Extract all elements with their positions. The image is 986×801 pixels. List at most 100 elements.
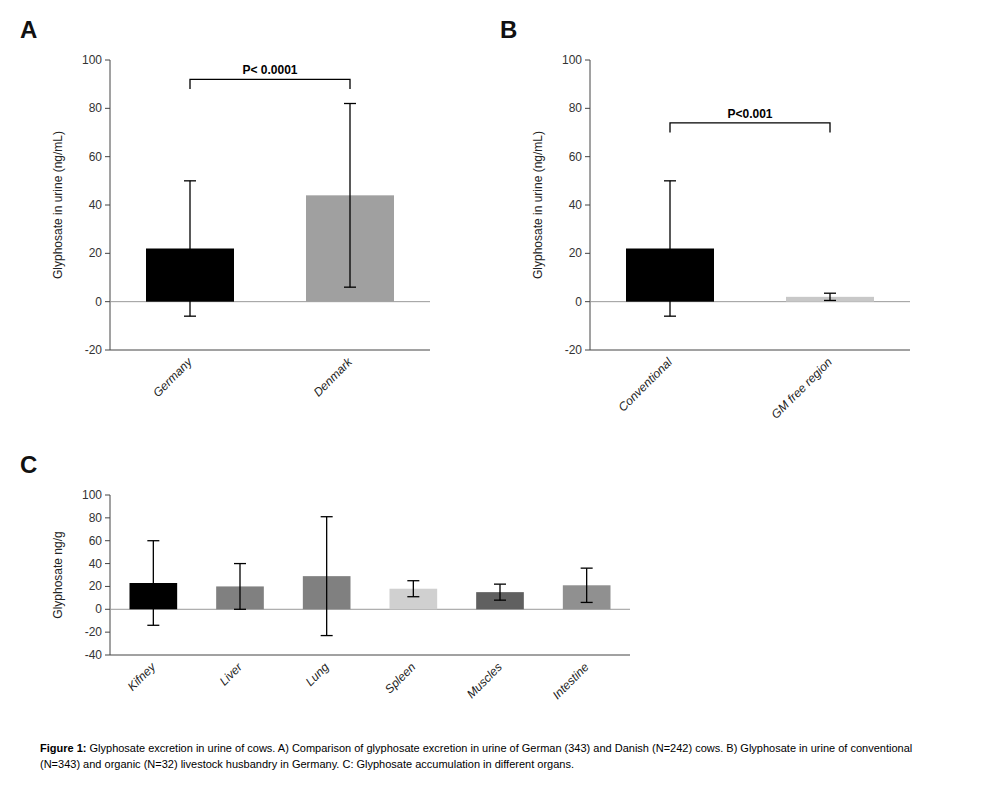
y-tick-label: 20: [89, 246, 103, 260]
caption-line: Figure 1: Glyphosate excretion in urine …: [40, 742, 912, 754]
x-tick-label: Muscles: [464, 660, 505, 701]
y-tick-label: 80: [89, 511, 103, 525]
panel-label: A: [20, 16, 37, 43]
y-tick: [585, 350, 590, 351]
error-cap: [344, 287, 356, 288]
error-cap: [581, 567, 593, 568]
error-cap: [824, 300, 836, 301]
x-tick-label: GM free region: [768, 355, 835, 422]
p-value: P<0.001: [727, 107, 772, 121]
error-stem: [499, 584, 500, 600]
y-tick: [585, 156, 590, 157]
error-stem: [669, 181, 670, 316]
error-stem: [189, 181, 190, 316]
y-tick-label: 40: [569, 198, 583, 212]
significance-bracket: [670, 123, 830, 133]
error-cap: [344, 103, 356, 104]
y-tick-label: -20: [565, 343, 583, 357]
y-tick: [105, 632, 110, 633]
caption-text: (N=343) and organic (N=32) livestock hus…: [40, 758, 574, 770]
panel-label: B: [500, 16, 517, 43]
x-axis-line: [110, 350, 430, 351]
y-tick: [105, 253, 110, 254]
x-tick-label: Denmark: [311, 354, 356, 399]
error-cap: [321, 516, 333, 517]
panel: C-40-20020406080100Glyphosate ng/gKifney…: [20, 451, 630, 702]
y-axis-label: Glyphosate in urine (ng/mL): [531, 131, 545, 279]
y-tick-label: 80: [89, 101, 103, 115]
error-cap: [494, 599, 506, 600]
error-stem: [829, 293, 830, 300]
marks: [110, 104, 430, 317]
y-tick: [105, 205, 110, 206]
error-bar: [824, 293, 836, 300]
p-value: P< 0.0001: [242, 63, 297, 77]
y-tick-label: 40: [89, 557, 103, 571]
error-stem: [326, 517, 327, 636]
error-bar: [184, 181, 196, 316]
error-cap: [407, 580, 419, 581]
y-tick-label: 40: [89, 198, 103, 212]
error-stem: [239, 564, 240, 610]
y-tick: [105, 350, 110, 351]
caption-line: (N=343) and organic (N=32) livestock hus…: [40, 758, 574, 770]
marks: [110, 517, 630, 636]
y-tick-label: 60: [89, 150, 103, 164]
x-tick-label: Spleen: [382, 660, 419, 697]
error-bar: [581, 568, 593, 602]
panel: B-20020406080100Glyphosate in urine (ng/…: [500, 16, 910, 422]
y-tick: [105, 156, 110, 157]
error-stem: [153, 541, 154, 626]
y-tick: [105, 540, 110, 541]
y-tick: [105, 586, 110, 587]
y-tick: [105, 609, 110, 610]
y-tick: [585, 108, 590, 109]
panel-label: C: [20, 451, 37, 478]
error-bar: [147, 541, 159, 626]
background: [0, 0, 986, 801]
error-cap: [184, 316, 196, 317]
error-cap: [581, 602, 593, 603]
error-cap: [321, 635, 333, 636]
error-cap: [147, 625, 159, 626]
error-bar: [664, 181, 676, 316]
x-tick-label: Liver: [217, 659, 246, 688]
x-tick-label: Conventional: [616, 355, 676, 415]
y-tick: [105, 60, 110, 61]
y-tick-label: 80: [569, 101, 583, 115]
y-tick: [105, 301, 110, 302]
error-bar: [494, 584, 506, 600]
error-cap: [184, 180, 196, 181]
caption-label: Figure 1:: [40, 742, 90, 754]
error-cap: [664, 180, 676, 181]
y-tick-label: 0: [95, 602, 102, 616]
y-tick: [105, 655, 110, 656]
error-cap: [234, 563, 246, 564]
significance-bracket: [190, 79, 350, 89]
y-tick-label: 20: [569, 246, 583, 260]
error-cap: [824, 293, 836, 294]
y-tick-label: 100: [82, 488, 102, 502]
error-stem: [586, 568, 587, 602]
error-bar: [344, 104, 356, 288]
y-tick-label: 60: [569, 150, 583, 164]
x-tick-label: Germany: [150, 354, 196, 400]
error-cap: [407, 596, 419, 597]
y-tick: [105, 517, 110, 518]
x-tick-label: Kifney: [125, 659, 159, 693]
x-axis-line: [590, 350, 910, 351]
y-tick: [585, 205, 590, 206]
caption-text: Glyphosate excretion in urine of cows. A…: [90, 742, 913, 754]
y-tick: [105, 495, 110, 496]
y-tick: [105, 108, 110, 109]
y-tick: [105, 563, 110, 564]
y-tick-label: 100: [562, 53, 582, 67]
y-tick-label: -40: [85, 648, 103, 662]
y-axis-label: Glyphosate in urine (ng/mL): [51, 131, 65, 279]
error-cap: [234, 609, 246, 610]
y-axis-line: [110, 495, 111, 655]
error-bar: [407, 581, 419, 597]
error-cap: [494, 583, 506, 584]
error-bar: [234, 564, 246, 610]
y-tick-label: 0: [95, 295, 102, 309]
